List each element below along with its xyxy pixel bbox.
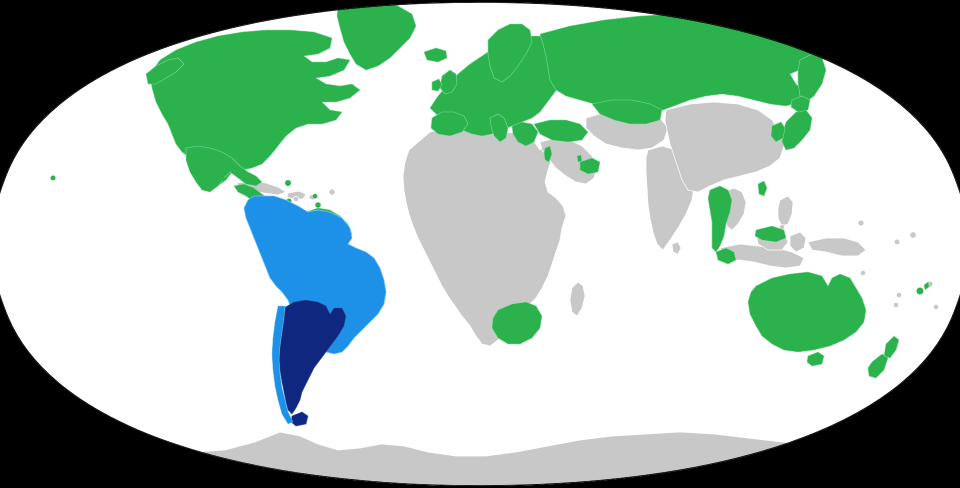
country-newguinea <box>807 237 867 257</box>
country-africa <box>402 127 567 347</box>
island-dot <box>860 270 866 276</box>
countries-host <box>278 299 347 427</box>
country-italy <box>489 113 509 143</box>
country-malaysia-borneo <box>754 225 787 243</box>
country-southkorea <box>770 121 786 143</box>
island-dot <box>933 304 939 310</box>
country-srilanka <box>671 241 682 255</box>
country-alaska <box>145 57 185 85</box>
country-australia <box>747 271 867 353</box>
country-dot-caribbean <box>312 193 318 199</box>
island-dot <box>857 219 865 227</box>
country-chile <box>271 305 294 425</box>
country-qatar <box>576 154 583 163</box>
country-taiwan <box>757 180 768 197</box>
island-dot <box>909 231 917 239</box>
country-iberia <box>430 111 469 137</box>
country-thailand <box>707 185 733 253</box>
country-dot-caribbean <box>249 187 255 193</box>
countries-region <box>243 195 387 355</box>
country-israel <box>543 145 553 163</box>
country-dot-caribbean <box>315 202 321 208</box>
country-dot-caribbean <box>285 180 291 186</box>
country-newzealand-south <box>867 353 889 379</box>
country-malaysia <box>715 247 737 265</box>
country-argentina <box>278 299 347 415</box>
country-madagascar <box>569 281 586 317</box>
country-china <box>664 101 785 193</box>
country-kazakhstan <box>591 99 663 125</box>
country-philippines <box>777 195 794 227</box>
country-sulawesi <box>789 231 807 253</box>
country-mexico <box>185 145 263 193</box>
country-indonesia <box>719 243 805 269</box>
country-balkans-greece <box>511 121 539 147</box>
country-dot-caribbean <box>219 175 225 181</box>
island-dot <box>893 238 901 246</box>
island-dot <box>896 292 902 298</box>
island-dot <box>893 302 899 308</box>
country-scandinavia <box>487 23 533 83</box>
country-vanuatu <box>924 282 929 290</box>
country-dot-caribbean <box>50 175 56 181</box>
country-southafrica <box>491 301 543 345</box>
countries-region-chile <box>271 305 294 425</box>
country-uae <box>579 157 601 175</box>
country-iceland <box>423 47 448 63</box>
country-tasmania <box>806 351 825 367</box>
country-hispaniola <box>286 190 307 200</box>
country-dot-fiji <box>916 287 924 295</box>
countries-member <box>50 2 929 379</box>
country-turkey <box>533 119 589 143</box>
south-america-region <box>243 195 387 355</box>
island-dot <box>293 196 299 202</box>
country-ireland <box>431 78 443 92</box>
island-dot <box>328 188 336 196</box>
country-japan-hokkaido <box>790 95 811 113</box>
country-uk <box>439 69 458 95</box>
